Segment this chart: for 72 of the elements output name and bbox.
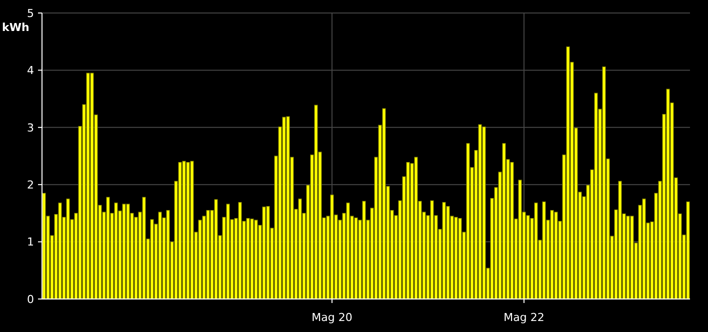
bar — [478, 124, 482, 300]
y-tick-label: 5 — [27, 6, 34, 20]
bar — [458, 218, 462, 300]
bar — [142, 196, 146, 300]
bar — [482, 126, 486, 300]
bar — [618, 180, 622, 300]
x-tick-label: Mag 20 — [312, 311, 352, 324]
bar — [430, 200, 434, 300]
bar — [534, 202, 538, 300]
bar — [166, 210, 170, 300]
bar — [382, 108, 386, 300]
bar — [346, 202, 350, 300]
bar — [66, 198, 70, 300]
bar — [686, 201, 690, 300]
bar — [282, 116, 286, 300]
y-tick-label: 1 — [27, 236, 34, 249]
bar — [414, 156, 418, 300]
bar — [286, 116, 290, 300]
bar — [238, 202, 242, 300]
bar — [510, 162, 514, 300]
bar — [330, 194, 334, 300]
bar — [446, 206, 450, 300]
bar — [442, 202, 446, 300]
y-tick-label: 0 — [27, 292, 34, 306]
bar — [298, 198, 302, 300]
bar — [226, 204, 230, 300]
bar — [246, 218, 250, 300]
y-tick-label: 3 — [27, 121, 34, 134]
bar — [454, 216, 458, 300]
bar — [262, 206, 266, 300]
bar — [602, 66, 606, 300]
bar — [554, 212, 558, 300]
bar — [158, 212, 162, 300]
bar — [178, 162, 182, 300]
bar — [150, 219, 154, 300]
y-tick-label: 2 — [27, 178, 34, 192]
bar — [190, 160, 194, 300]
bar — [626, 216, 630, 300]
bar — [106, 196, 110, 300]
bar — [466, 143, 470, 300]
bar — [90, 72, 94, 300]
bar — [122, 204, 126, 300]
bar — [182, 160, 186, 300]
bar — [206, 210, 210, 300]
bar — [594, 92, 598, 300]
bar — [186, 162, 190, 300]
bar — [406, 162, 410, 300]
bar — [354, 217, 358, 300]
x-tick-label: Mag 22 — [504, 311, 544, 324]
bar — [630, 216, 634, 300]
y-axis-title: kWh — [2, 21, 30, 34]
bar — [550, 210, 554, 300]
bar — [518, 180, 522, 300]
bar — [542, 201, 546, 300]
bar — [42, 192, 46, 300]
bar — [502, 143, 506, 300]
bar — [526, 215, 530, 300]
bar — [566, 46, 570, 300]
bar — [250, 218, 254, 300]
y-tick-label: 4 — [27, 64, 34, 78]
bar — [666, 88, 670, 300]
bar — [58, 202, 62, 300]
bar — [198, 220, 202, 300]
bar — [362, 200, 366, 300]
bar — [114, 202, 118, 300]
bar — [214, 199, 218, 300]
bar — [266, 206, 270, 300]
bar — [86, 72, 90, 300]
bar — [642, 198, 646, 300]
bar — [126, 204, 130, 300]
bar — [314, 104, 318, 300]
bar — [254, 220, 258, 300]
